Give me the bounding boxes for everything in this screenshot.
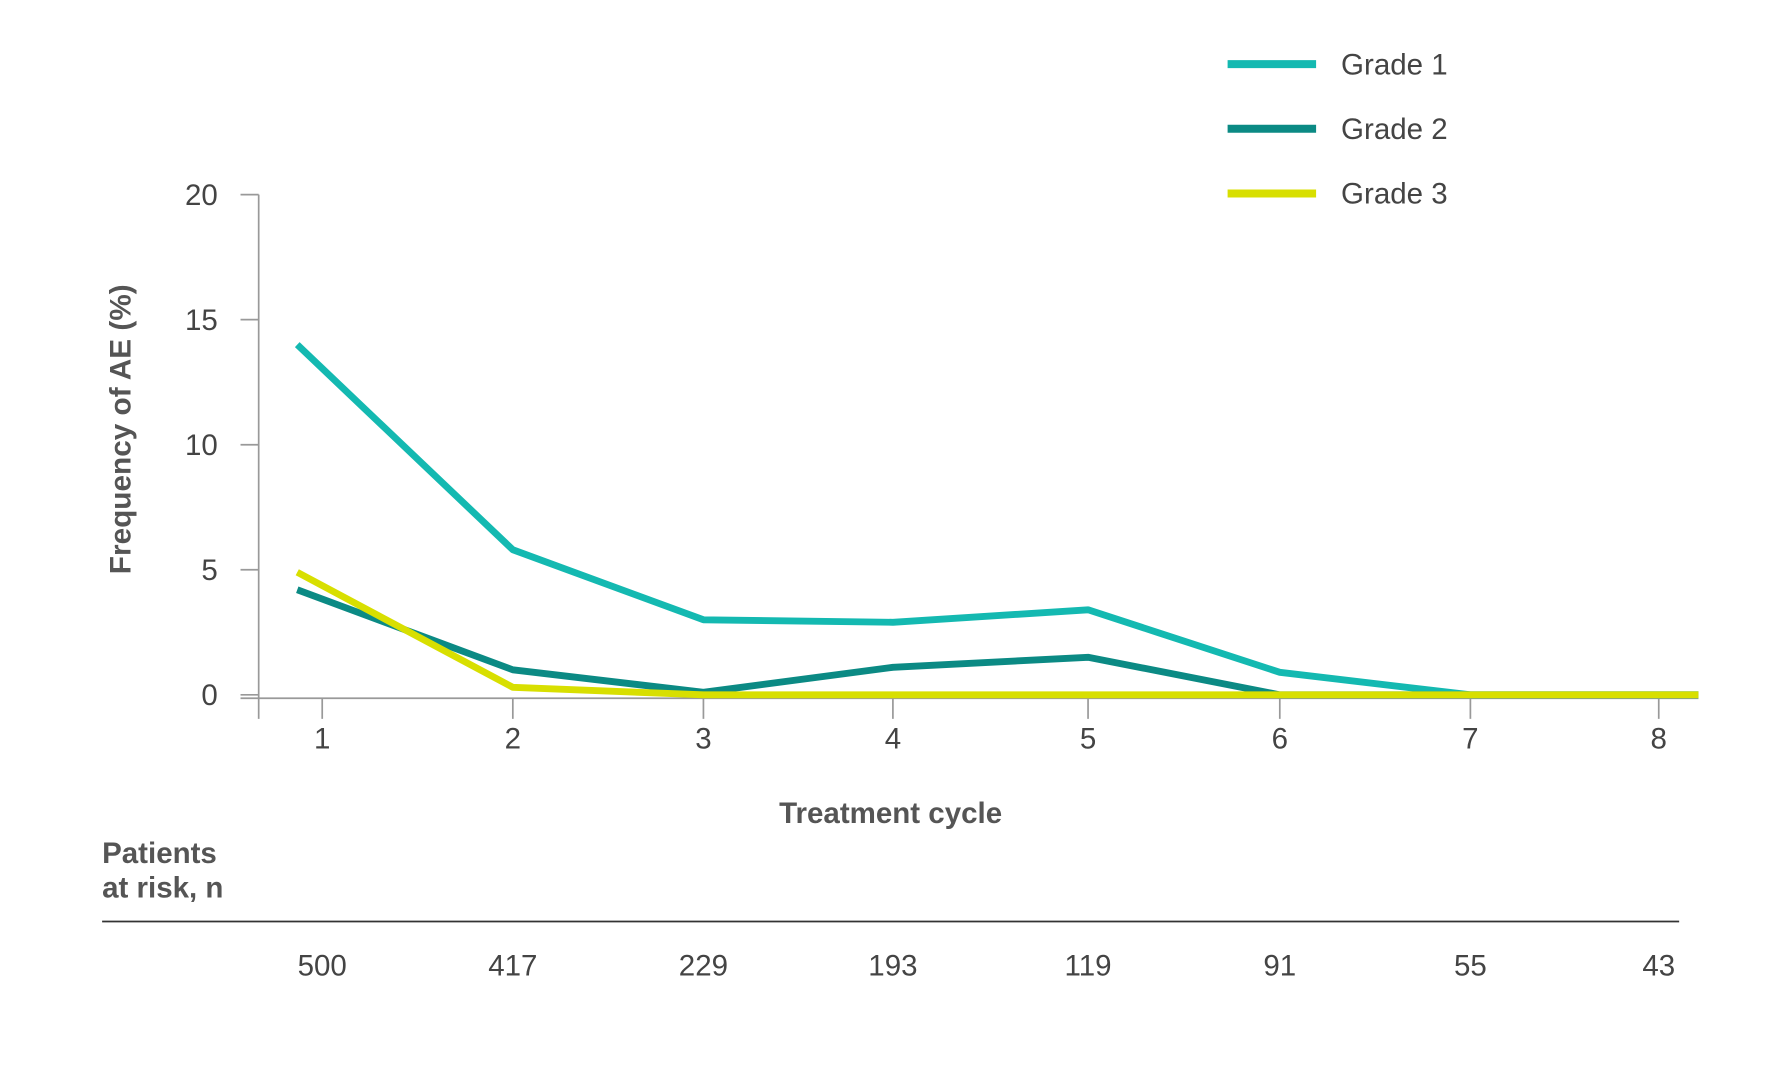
risk-count: 417 <box>488 949 537 982</box>
risk-label-line2: at risk, n <box>102 871 223 904</box>
risk-count: 229 <box>679 949 728 982</box>
risk-count: 500 <box>298 949 347 982</box>
x-tick-label: 4 <box>885 723 901 756</box>
x-tick-label: 6 <box>1272 723 1288 756</box>
y-tick-label: 10 <box>185 429 218 462</box>
risk-table: Patients at risk, n 500 417 229 193 119 91 55 4… <box>102 837 1680 982</box>
legend-label: Grade 3 <box>1341 178 1448 211</box>
legend-label: Grade 2 <box>1341 113 1448 146</box>
risk-count: 193 <box>868 949 917 982</box>
x-tick-label: 2 <box>505 723 521 756</box>
x-tick-label: 7 <box>1462 723 1478 756</box>
y-tick-label: 15 <box>185 304 218 337</box>
y-ticks: 0 5 10 15 20 <box>185 179 259 712</box>
x-tick-label: 3 <box>695 723 711 756</box>
x-tick-label: 5 <box>1080 723 1096 756</box>
risk-count: 43 <box>1642 949 1675 982</box>
legend-label: Grade 1 <box>1341 48 1448 81</box>
legend: Grade 1 Grade 2 Grade 3 <box>1227 48 1448 211</box>
y-tick-label: 0 <box>201 679 217 712</box>
x-tick-label: 1 <box>314 723 330 756</box>
series-line-grade-2 <box>296 586 1699 699</box>
x-tick-label: 8 <box>1651 723 1667 756</box>
risk-count: 91 <box>1263 949 1296 982</box>
risk-label-line1: Patients <box>102 837 217 870</box>
x-axis-label: Treatment cycle <box>779 797 1002 830</box>
y-tick-label: 20 <box>185 179 218 212</box>
series-lines <box>294 342 1699 699</box>
series-line-grade-1 <box>294 342 1699 699</box>
risk-count: 55 <box>1454 949 1487 982</box>
x-ticks: 1 2 3 4 5 6 7 8 <box>314 698 1667 756</box>
series-line-grade-3 <box>295 569 1699 699</box>
y-axis-label: Frequency of AE (%) <box>105 284 138 574</box>
axes <box>240 194 1699 719</box>
risk-count: 119 <box>1065 949 1112 982</box>
y-tick-label: 5 <box>201 554 217 587</box>
